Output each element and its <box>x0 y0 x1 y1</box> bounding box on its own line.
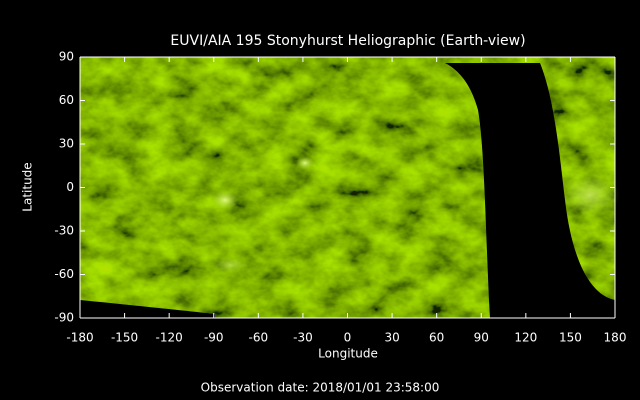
x-tick-label: -30 <box>293 331 313 345</box>
far-side-gap <box>445 63 615 318</box>
chart-title: EUVI/AIA 195 Stonyhurst Heliographic (Ea… <box>170 33 525 49</box>
x-tick-label: 90 <box>474 331 489 345</box>
y-tick-label: 90 <box>59 50 74 64</box>
y-tick-label: -90 <box>54 311 74 325</box>
y-tick-label: -30 <box>54 224 74 238</box>
bright-region <box>211 190 239 210</box>
y-tick-label: 60 <box>59 93 74 107</box>
edge-gap <box>80 300 215 318</box>
x-tick-label: -90 <box>204 331 224 345</box>
bright-region <box>560 173 620 217</box>
x-tick-label: -120 <box>156 331 183 345</box>
solar-map <box>80 57 620 318</box>
x-tick-label: -180 <box>66 331 93 345</box>
y-tick-label: -60 <box>54 267 74 281</box>
bright-region <box>296 156 314 170</box>
y-tick-label: 30 <box>59 137 74 151</box>
x-tick-label: -150 <box>111 331 138 345</box>
y-tick-label: 0 <box>66 180 74 194</box>
x-tick-label: 30 <box>384 331 399 345</box>
x-tick-label: 150 <box>559 331 582 345</box>
x-tick-label: -60 <box>249 331 269 345</box>
x-tick-label: 180 <box>604 331 627 345</box>
observation-date: Observation date: 2018/01/01 23:58:00 <box>201 381 440 395</box>
x-tick-label: 60 <box>429 331 444 345</box>
x-tick-label: 0 <box>344 331 352 345</box>
bright-region <box>212 257 248 273</box>
x-tick-label: 120 <box>514 331 537 345</box>
y-axis-label: Latitude <box>21 162 35 211</box>
x-axis-label: Longitude <box>318 347 378 361</box>
